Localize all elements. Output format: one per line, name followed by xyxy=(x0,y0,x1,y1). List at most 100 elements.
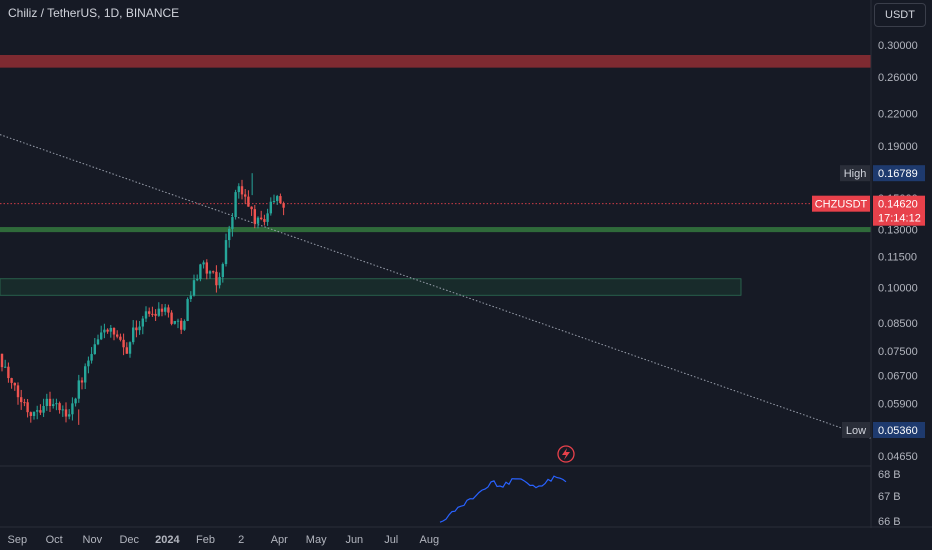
low-tag: Low 0.05360 xyxy=(842,422,925,438)
candle-body xyxy=(228,228,231,241)
time-label: 2024 xyxy=(155,534,180,546)
candle-body xyxy=(132,327,135,343)
candle-countdown: 17:14:12 xyxy=(878,213,921,225)
price-tick: 0.06700 xyxy=(878,371,918,383)
price-tick: 0.11500 xyxy=(878,252,917,264)
candle-body xyxy=(231,217,234,229)
high-tag-value-bg xyxy=(873,165,925,182)
time-label: Jun xyxy=(345,534,363,546)
candle-body xyxy=(112,327,116,335)
candle-body xyxy=(84,366,87,383)
candle-body xyxy=(23,402,26,404)
price-tick: 0.13000 xyxy=(878,225,918,237)
volume-tick: 68 B xyxy=(878,469,901,481)
price-tag-bg xyxy=(873,195,925,226)
price-tick: 0.08500 xyxy=(878,318,918,330)
candle-body xyxy=(141,318,144,327)
candle-body xyxy=(64,409,68,417)
candle-body xyxy=(189,295,192,300)
time-label: Aug xyxy=(420,534,440,546)
lightning-icon[interactable] xyxy=(557,445,575,463)
current-price-tag: CHZUSDT 0.14620 17:14:12 xyxy=(812,195,925,226)
candle-body xyxy=(237,186,240,193)
price-tick: 0.26000 xyxy=(878,72,918,84)
candle-body xyxy=(215,271,218,286)
candle-body xyxy=(176,320,180,322)
candle-body xyxy=(122,339,125,348)
high-tag-label: High xyxy=(844,168,867,180)
candle-body xyxy=(282,203,285,208)
candle-body xyxy=(77,380,80,399)
volume-tick: 67 B xyxy=(878,491,901,503)
candle-body xyxy=(144,311,148,319)
candle-body xyxy=(260,217,263,220)
candle-body xyxy=(93,344,96,355)
time-label: Dec xyxy=(119,534,139,546)
candle-body xyxy=(205,262,208,274)
candle-body xyxy=(55,403,58,405)
price-tick: 0.07500 xyxy=(878,346,918,358)
lightning-icon-ring xyxy=(557,445,575,463)
time-axis: Sep Oct Nov Dec 2024 Feb 2 Apr May Jun Jul Aug xyxy=(0,526,932,546)
price-tick: 0.05900 xyxy=(878,399,918,411)
price-tick: 0.10000 xyxy=(878,282,918,294)
candles xyxy=(0,173,285,425)
candle-body xyxy=(157,308,160,316)
candle-body xyxy=(186,299,189,322)
candle-body xyxy=(0,353,4,368)
currency-button[interactable]: USDT xyxy=(874,3,926,27)
candle-body xyxy=(212,271,215,273)
candle-body xyxy=(240,186,244,195)
low-tag-label: Low xyxy=(846,425,866,437)
candle-body xyxy=(58,403,61,411)
candle-body xyxy=(74,398,77,404)
candle-body xyxy=(61,409,64,411)
candle-body xyxy=(103,329,106,333)
candle-body xyxy=(20,397,23,403)
candle-body xyxy=(218,277,221,286)
candle-body xyxy=(199,264,202,280)
candle-body xyxy=(202,262,205,265)
candle-body xyxy=(7,366,10,379)
candle-body xyxy=(4,366,7,368)
candle-body xyxy=(196,279,199,281)
candle-body xyxy=(87,360,90,367)
high-tag-label-bg xyxy=(840,165,870,182)
candle-body xyxy=(244,194,247,197)
candle-body xyxy=(90,354,93,361)
candle-body xyxy=(234,192,237,218)
chart-title: Chiliz / TetherUS, 1D, BINANCE xyxy=(8,6,180,20)
price-tick: 0.04650 xyxy=(878,451,918,463)
resistance-zone xyxy=(0,54,871,68)
candle-body xyxy=(45,398,48,407)
candle-body xyxy=(125,347,128,354)
candle-body xyxy=(135,327,138,331)
candle-body xyxy=(106,329,109,332)
price-axis: 0.300000.260000.220000.190000.150000.130… xyxy=(0,0,918,528)
candle-body xyxy=(26,402,29,413)
time-label: Oct xyxy=(46,534,63,546)
candle-body xyxy=(116,334,119,337)
candle-body xyxy=(164,307,167,312)
candle-body xyxy=(250,206,253,210)
candle-body xyxy=(148,311,151,314)
candle-body xyxy=(279,196,282,204)
candle-body xyxy=(29,412,32,416)
candle-body xyxy=(16,385,20,398)
candle-body xyxy=(276,196,279,201)
candle-body xyxy=(173,320,176,324)
candle-body xyxy=(138,326,141,331)
candle-body xyxy=(48,398,52,407)
candle-body xyxy=(224,240,228,265)
candle-body xyxy=(256,217,260,224)
low-tag-label-bg xyxy=(842,422,870,438)
last-price-value: 0.14620 xyxy=(878,199,918,211)
volume-line xyxy=(439,475,567,523)
candle-body xyxy=(52,404,55,407)
candle-body xyxy=(263,219,266,222)
candle-body xyxy=(71,403,74,415)
candle-body xyxy=(100,332,103,340)
candle-body xyxy=(170,312,173,324)
candle-body xyxy=(109,327,112,332)
